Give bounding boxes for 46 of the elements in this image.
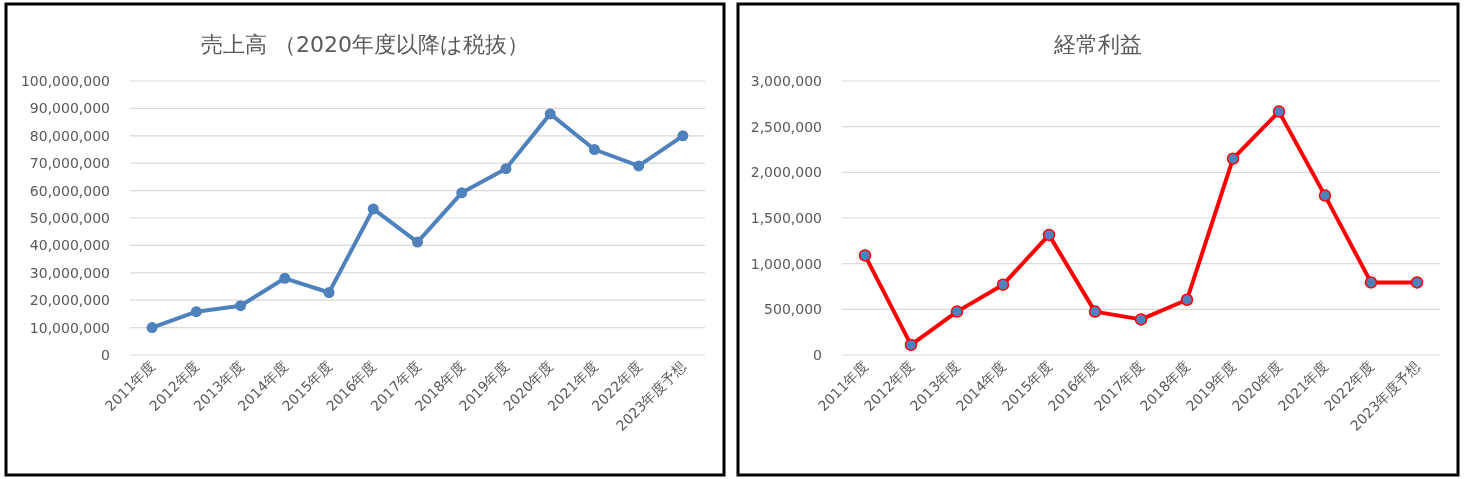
chart-title: 経常利益 xyxy=(1053,32,1142,57)
point xyxy=(1180,293,1194,306)
point xyxy=(544,108,556,120)
point xyxy=(412,236,423,248)
y-tick-label: 10,000,000 xyxy=(29,319,110,336)
point xyxy=(1272,105,1286,118)
point xyxy=(1318,189,1332,202)
y-tick-label: 90,000,000 xyxy=(29,100,110,117)
point xyxy=(1410,276,1424,289)
point xyxy=(235,300,247,312)
point xyxy=(858,249,872,262)
y-tick-label: 100,000,000 xyxy=(20,73,110,89)
point xyxy=(588,144,600,155)
point xyxy=(1042,228,1056,242)
point xyxy=(677,130,689,142)
y-tick-label: 2,500,000 xyxy=(750,118,822,135)
point xyxy=(279,272,291,284)
point xyxy=(1364,276,1378,289)
y-tick-label: 50,000,000 xyxy=(29,210,110,226)
y-tick-label: 1,000,000 xyxy=(750,255,822,272)
point xyxy=(367,203,379,215)
point xyxy=(500,163,512,175)
point xyxy=(1134,313,1148,326)
y-tick-label: 0 xyxy=(813,347,822,363)
chart-title: 売上高 （2020年度以降は税抜） xyxy=(201,32,529,57)
y-tick-label: 30,000,000 xyxy=(29,264,110,281)
point xyxy=(996,278,1010,291)
y-tick-label: 40,000,000 xyxy=(29,237,110,254)
y-tick-label: 2,000,000 xyxy=(750,164,822,181)
point xyxy=(904,338,918,352)
point xyxy=(190,306,202,318)
point xyxy=(633,160,645,172)
point xyxy=(323,287,335,299)
y-tick-label: 80,000,000 xyxy=(29,127,110,144)
y-tick-label: 70,000,000 xyxy=(29,155,110,172)
y-tick-label: 500,000 xyxy=(764,301,822,318)
y-tick-label: 20,000,000 xyxy=(29,292,110,309)
y-tick-label: 60,000,000 xyxy=(29,182,110,199)
point xyxy=(1088,305,1102,318)
point xyxy=(950,305,964,318)
y-tick-label: 0 xyxy=(101,347,110,363)
y-tick-label: 3,000,000 xyxy=(750,73,822,89)
point xyxy=(456,187,468,199)
point xyxy=(146,322,158,334)
y-tick-label: 1,500,000 xyxy=(750,210,822,226)
point xyxy=(1226,152,1240,165)
